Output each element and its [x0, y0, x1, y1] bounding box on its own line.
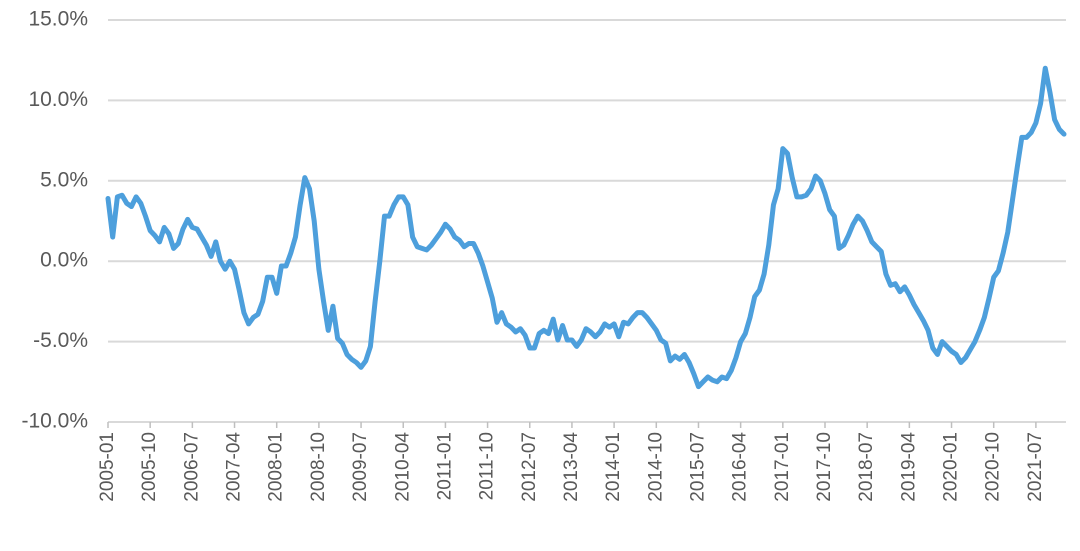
x-tick-label: 2008-10: [308, 432, 329, 502]
x-tick-label: 2017-01: [772, 432, 793, 502]
y-tick-label: -10.0%: [21, 410, 88, 433]
x-tick-label: 2018-07: [856, 432, 877, 502]
x-tick-label: 2011-10: [477, 432, 498, 500]
x-tick-label: 2021-07: [1025, 432, 1046, 502]
data-line: [105, 65, 1067, 390]
x-tick-label: 2013-04: [561, 432, 582, 502]
x-tick-label: 2020-01: [941, 432, 962, 502]
x-tick-label: 2014-10: [645, 432, 666, 502]
x-tick-label: 2008-01: [266, 432, 287, 502]
x-tick-label: 2020-10: [983, 432, 1004, 502]
y-tick-label: 15.0%: [28, 8, 88, 31]
x-tick-label: 2011-01: [434, 432, 455, 500]
y-tick-label: 5.0%: [40, 168, 88, 191]
x-tick-label: 2014-01: [603, 432, 624, 502]
x-tick-label: 2006-07: [181, 432, 202, 502]
y-tick-label: 0.0%: [40, 249, 88, 272]
x-tick-label: 2005-01: [97, 432, 118, 502]
x-tick-label: 2012-07: [519, 432, 540, 502]
x-tick-label: 2010-04: [392, 432, 413, 502]
y-tick-label: -5.0%: [33, 329, 88, 352]
x-tick-label: 2009-07: [350, 432, 371, 502]
x-tick-label: 2007-04: [224, 432, 245, 502]
x-tick-label: 2015-07: [687, 432, 708, 502]
y-tick-label: 10.0%: [28, 88, 88, 111]
x-tick-label: 2016-04: [730, 432, 751, 502]
x-tick-label: 2005-10: [139, 432, 160, 502]
x-tick-label: 2017-10: [814, 432, 835, 502]
x-tick-label: 2019-04: [898, 432, 919, 502]
